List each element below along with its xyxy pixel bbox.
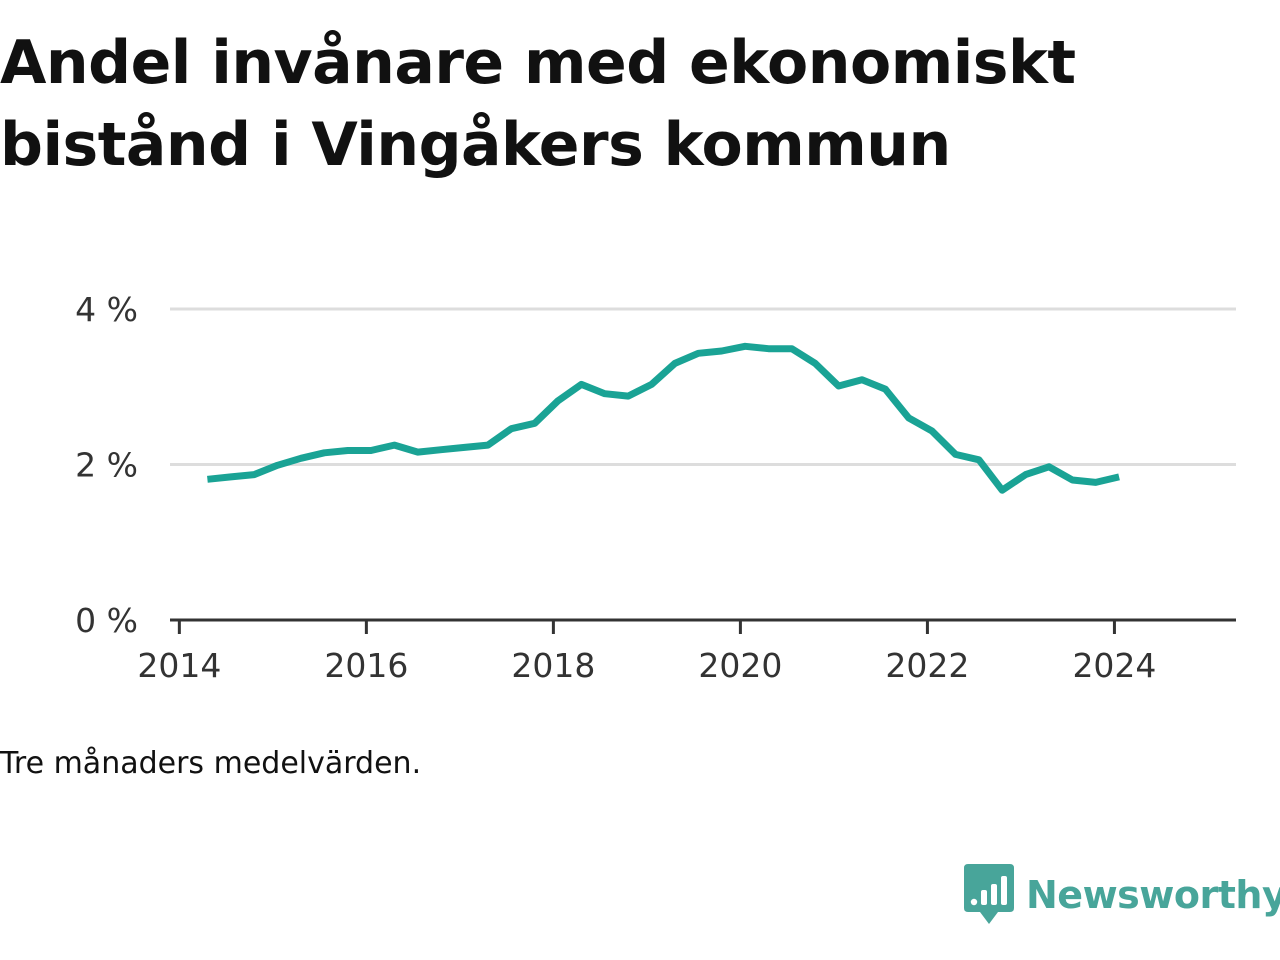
chart-title: Andel invånare med ekonomiskt bistånd i … <box>0 28 1076 180</box>
chart-caption: Tre månaders medelvärden. <box>0 746 422 781</box>
gridlines <box>170 307 1236 466</box>
newsworthy-logo-icon <box>964 864 1014 924</box>
x-tick-label: 2018 <box>511 646 595 685</box>
brand-logo: Newsworthy <box>964 862 1280 928</box>
x-tick-label: 2024 <box>1072 646 1156 685</box>
x-tick-label: 2014 <box>137 646 221 685</box>
y-tick-label: 0 % <box>75 601 138 640</box>
x-tick-label: 2016 <box>324 646 408 685</box>
y-tick-label: 2 % <box>75 446 138 485</box>
data-series <box>207 342 1120 494</box>
x-ticks <box>177 620 1116 634</box>
y-tick-labels: 0 % 2 % 4 % <box>75 290 138 640</box>
x-tick-label: 2020 <box>698 646 782 685</box>
y-tick-label: 4 % <box>75 290 138 329</box>
series-line <box>207 342 1120 494</box>
x-tick-label: 2022 <box>885 646 969 685</box>
brand-name: Newsworthy <box>1026 873 1280 917</box>
x-tick-labels: 2014 2016 2018 2020 2022 2024 <box>137 646 1156 685</box>
